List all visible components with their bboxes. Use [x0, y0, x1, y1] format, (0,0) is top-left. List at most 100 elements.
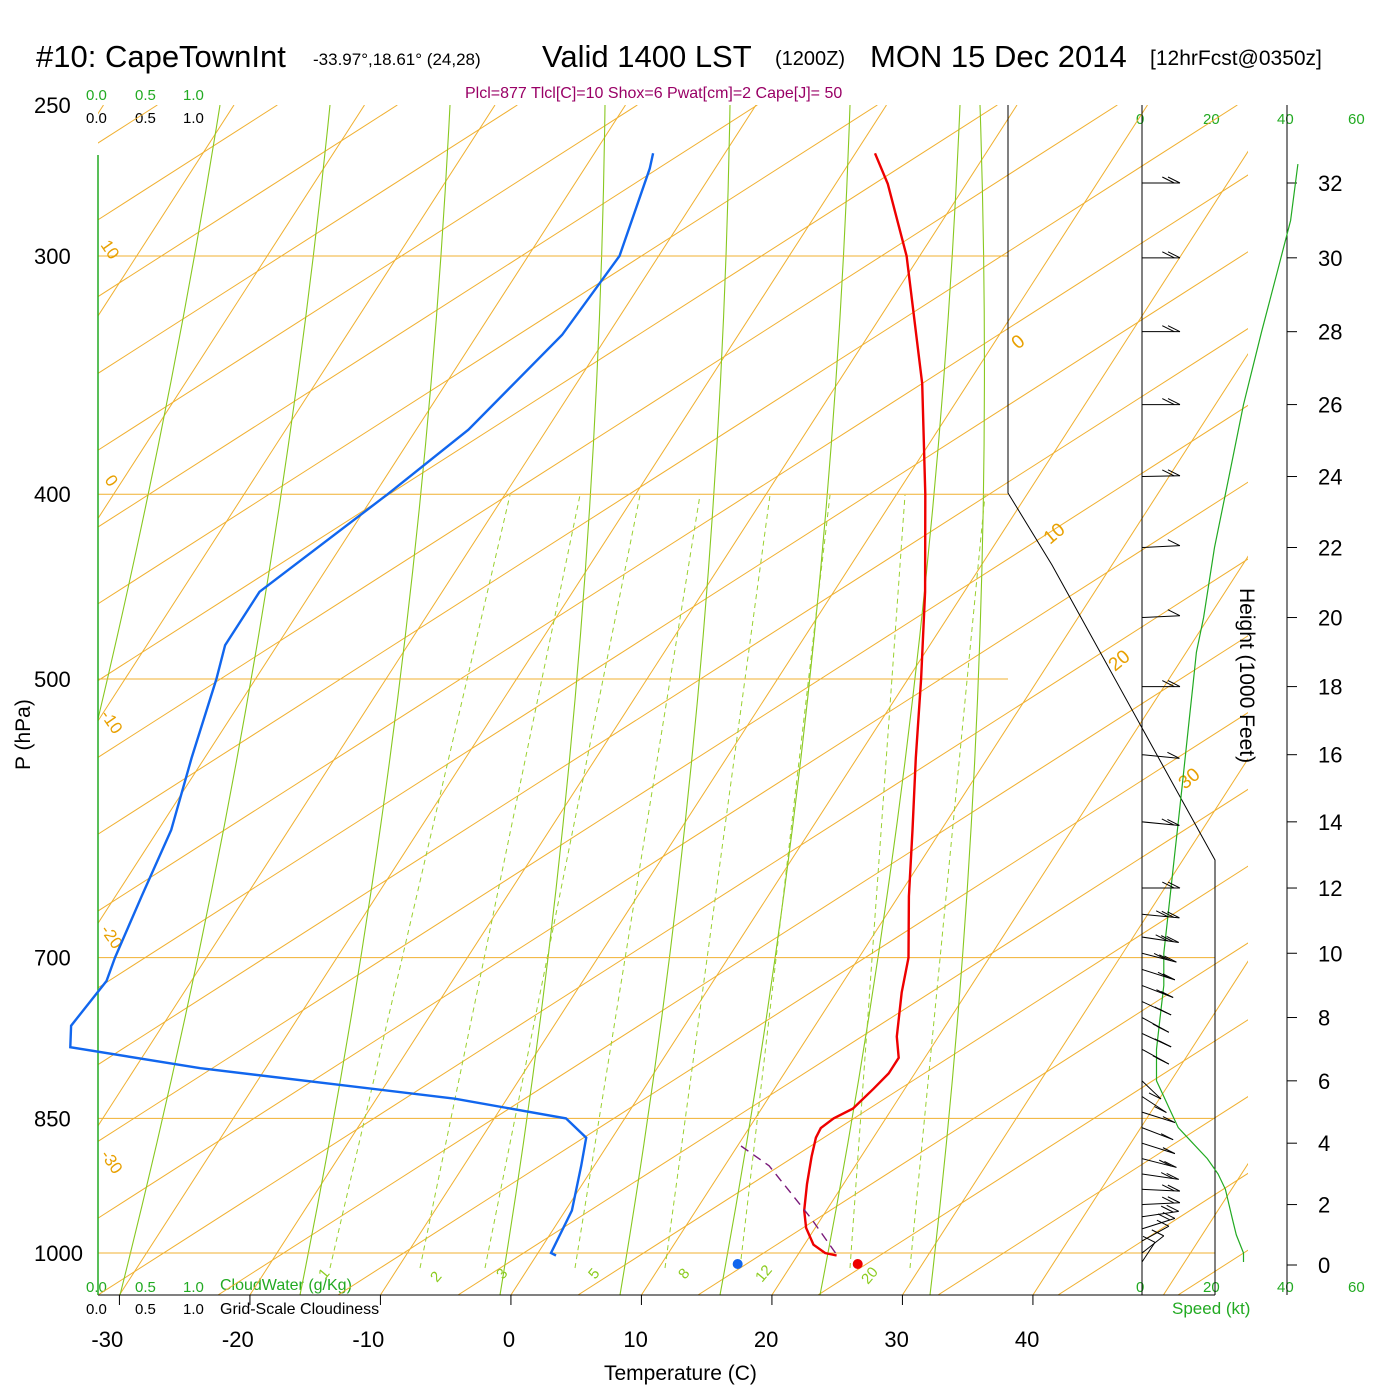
plot-frame [97, 105, 1288, 1296]
x-tick-label: 30 [884, 1327, 908, 1352]
isotherm-line [98, 105, 365, 520]
series-parcel [738, 1143, 837, 1254]
wind-barb-flag [1151, 1229, 1165, 1237]
cw-tick: 0.5 [135, 1279, 156, 1296]
wind-barb-flag [1152, 1055, 1166, 1063]
y-axis-title: P (hPa) [12, 699, 35, 770]
sounding-series [69, 152, 927, 1269]
wind-barb [1141, 1080, 1162, 1100]
cloudiness-label: Grid-Scale Cloudiness [220, 1301, 379, 1318]
dry-adiabat-line [1298, 105, 1400, 1295]
speed-tick: 60 [1348, 111, 1365, 128]
wind-barb-flag [1167, 680, 1181, 688]
mixing-ratio-label: 12 [752, 1262, 776, 1286]
saturation-label: 0 [1008, 331, 1030, 354]
dry-adiabat-line [98, 105, 638, 451]
dry-adiabat-line [697, 942, 1248, 1295]
wind-barb-flag [1167, 469, 1181, 477]
cl-tick: 0.0 [86, 1301, 107, 1318]
dry-adiabat-line [98, 105, 518, 374]
wind-barb-flag [1162, 881, 1175, 889]
wind-barb-flag [1152, 1023, 1166, 1031]
valid-time: Valid 1400 LST [542, 39, 752, 74]
saturation-label: 20 [1105, 646, 1135, 676]
cl-tick: 0.5 [135, 1301, 156, 1318]
saturation-label: 10 [1040, 519, 1070, 549]
wind-barb-flag [1156, 1219, 1170, 1227]
frame-right-edge [1007, 105, 1216, 1295]
isotherm-line [249, 105, 1018, 1295]
height-tick-label: 4 [1318, 1131, 1330, 1156]
wind-barb-flag [1160, 1205, 1174, 1213]
x-tick-label: -20 [222, 1327, 254, 1352]
wind-barb-flag [1167, 751, 1180, 759]
wind-barb [1141, 1096, 1167, 1113]
wind-barb-flag [1167, 176, 1181, 184]
wind-barb-flag [1164, 1161, 1177, 1168]
forecast-label: [12hrFcst@0350z] [1150, 47, 1322, 70]
height-tick-label: 20 [1318, 606, 1342, 631]
surface-dewpoint-dot [732, 1259, 743, 1269]
wind-barb-flag [1162, 1116, 1176, 1124]
station-coords: -33.97°,18.61° (24,28) [313, 50, 481, 69]
mixing-ratio-line [849, 494, 906, 1269]
cw-tick: 1.0 [183, 1279, 204, 1296]
wind-barb-flag [1167, 539, 1181, 547]
wind-barb-flag [1156, 989, 1169, 997]
surface-temperature-dot [852, 1259, 863, 1269]
dry-adiabat-line [98, 481, 1248, 1219]
moist-adiabat-line [119, 105, 331, 1295]
cl-tick: 1.0 [183, 1301, 204, 1318]
speed-label: Speed (kt) [1172, 1299, 1250, 1318]
cl-tick: 0.5 [135, 110, 156, 127]
moist-adiabat-line [719, 105, 851, 1295]
wind-barb [1141, 1111, 1176, 1124]
isotherm-line [1032, 960, 1248, 1295]
axes: -30 -20 -10 0 10 20 30 402503004005007008501000… [34, 93, 1342, 1352]
date-label: MON 15 Dec 2014 [870, 39, 1127, 74]
dry-adiabat-line [98, 105, 998, 682]
dry-adiabat-line [98, 105, 758, 528]
isotherm-line [641, 353, 1248, 1295]
height-tick-label: 2 [1318, 1193, 1330, 1218]
isotherm-line [380, 105, 1148, 1295]
background-lines [98, 105, 1400, 1295]
speed-tick: 20 [1203, 1279, 1220, 1296]
wind-barb-flag [1162, 1147, 1176, 1155]
wind-barb-flag [1166, 1172, 1179, 1180]
wind-barb-flag [1166, 935, 1179, 943]
cloudwater-scale-top: 0.0 0.5 1.0 0.0 0.5 1.0 [86, 87, 204, 127]
isotherm-label: -10 [97, 706, 127, 737]
wind-barb-flag [1162, 398, 1175, 406]
height-tick-label: 32 [1318, 171, 1342, 196]
moist-adiabat-line [819, 105, 961, 1295]
wind-barb-flag [1167, 1196, 1181, 1204]
height-tick-label: 6 [1318, 1069, 1330, 1094]
wind-speed-profile [1155, 164, 1299, 1262]
height-axis-title: Height (1000 Feet) [1235, 588, 1258, 763]
isotherm-line [1294, 105, 1400, 1295]
wind-barb-flag [1162, 973, 1176, 981]
wind-barb-flag [1155, 934, 1168, 942]
dry-adiabat-line [1177, 1249, 1248, 1295]
wind-barb [1141, 615, 1180, 619]
moist-adiabat-line [299, 105, 451, 1295]
p-tick-label: 700 [34, 946, 71, 971]
cloudwater-scale-bottom: 0.0 0.5 1.0 CloudWater (g/Kg) 0.0 0.5 1.… [86, 1277, 379, 1318]
x-tick-label: -30 [91, 1327, 123, 1352]
wind-barb-flag [1160, 935, 1174, 943]
x-tick-label: 10 [623, 1327, 647, 1352]
dry-adiabat-line [98, 328, 1248, 1066]
wind-barb-flag [1161, 818, 1175, 826]
p-tick-label: 500 [34, 667, 71, 692]
wind-barb-flag [1167, 398, 1181, 406]
height-tick-label: 30 [1318, 246, 1342, 271]
dry-adiabat-line [337, 712, 1248, 1295]
isotherm-line [98, 105, 235, 317]
height-tick-label: 22 [1318, 536, 1342, 561]
dry-adiabat-line [98, 105, 1118, 758]
dry-adiabat-line [1057, 1172, 1248, 1295]
wind-barb-flag [1154, 1106, 1167, 1113]
mixing-ratio-line [484, 494, 641, 1269]
height-tick-label: 18 [1318, 675, 1342, 700]
